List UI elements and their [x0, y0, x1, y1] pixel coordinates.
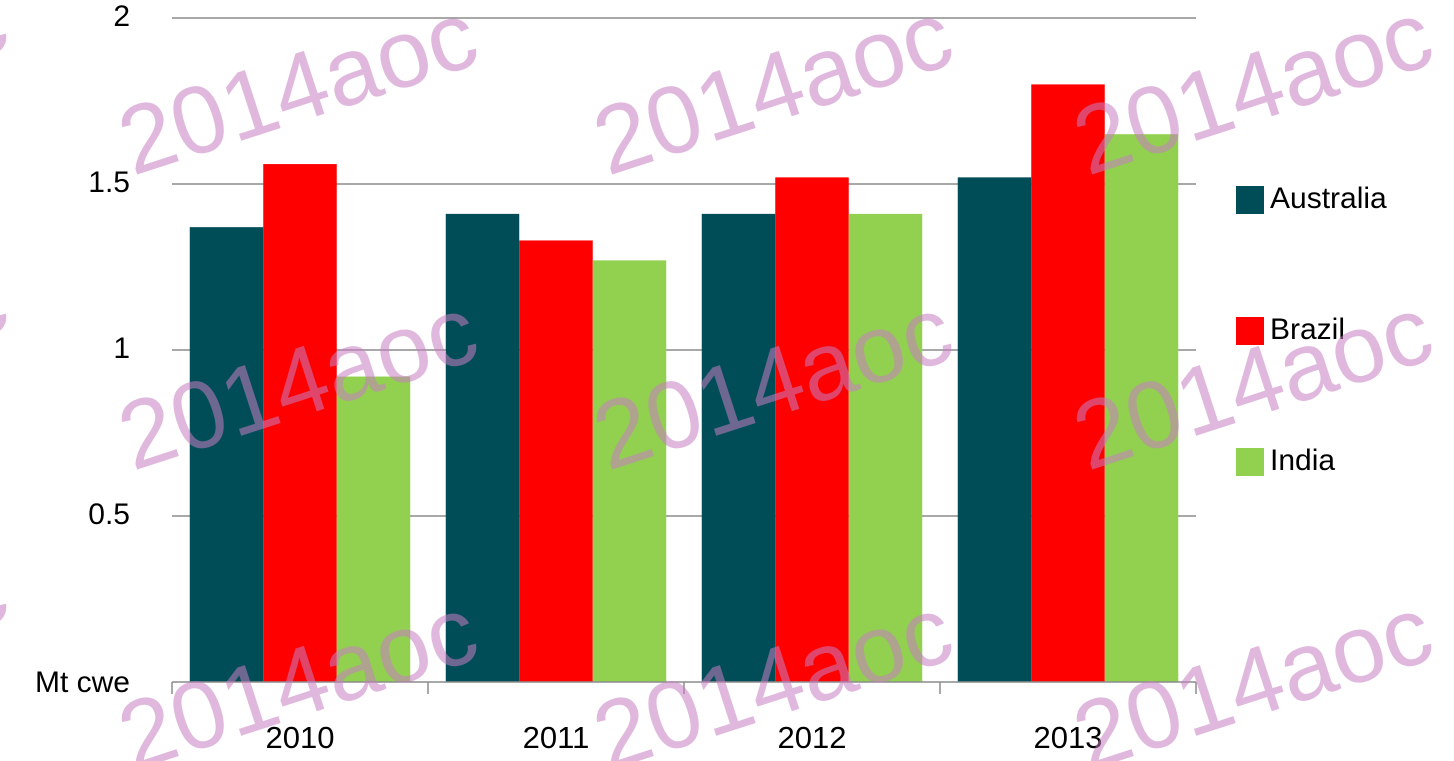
bar [1104, 134, 1179, 682]
x-tick-label: 2010 [266, 720, 335, 755]
bar [592, 260, 667, 682]
watermark: 2014aoc [581, 0, 964, 196]
y-tick-label: 2 [113, 0, 130, 33]
watermark: 2014aoc [0, 245, 19, 461]
legend-swatch [1236, 317, 1264, 345]
bar [957, 177, 1032, 683]
bar [519, 240, 593, 682]
legend-label: India [1270, 444, 1335, 477]
plot-area: 0.5 1 1.5 2 2010 2011 2012 2013 Australia Brazil I… [88, 0, 1387, 755]
y-tick-label: 1.5 [88, 166, 130, 199]
watermark: 2014aoc [0, 0, 19, 181]
legend-swatch [1236, 448, 1264, 476]
bar [1031, 84, 1105, 682]
bar [445, 213, 520, 682]
watermark: 2014aoc [0, 535, 19, 751]
x-tick-label: 2012 [778, 720, 847, 755]
bar [848, 213, 923, 682]
bar [263, 164, 337, 682]
legend-swatch [1236, 186, 1264, 214]
bar [189, 227, 264, 682]
legend-label: Australia [1270, 182, 1387, 215]
y-tick-label: 1 [113, 332, 130, 365]
x-tick-label: 2013 [1034, 720, 1103, 755]
bar [336, 376, 411, 682]
y-axis-label: Mt cwe [35, 666, 130, 699]
bar [701, 213, 776, 682]
bar [775, 177, 849, 683]
legend-label: Brazil [1270, 313, 1345, 346]
watermark: 2014aoc [1061, 0, 1444, 196]
x-tick-label: 2011 [523, 720, 590, 755]
y-tick-label: 0.5 [88, 498, 130, 531]
